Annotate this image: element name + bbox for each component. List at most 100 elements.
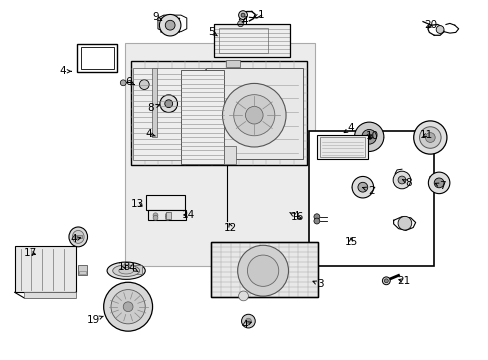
Circle shape bbox=[153, 213, 158, 218]
Bar bbox=[131, 61, 306, 165]
Bar bbox=[147, 210, 185, 220]
Text: 14: 14 bbox=[181, 210, 195, 220]
Circle shape bbox=[392, 171, 410, 189]
Bar bbox=[206, 68, 303, 159]
Circle shape bbox=[165, 20, 175, 30]
Circle shape bbox=[427, 172, 449, 194]
Circle shape bbox=[366, 134, 371, 140]
Circle shape bbox=[245, 107, 263, 124]
Circle shape bbox=[123, 302, 133, 312]
Bar bbox=[428, 176, 434, 186]
Text: 20: 20 bbox=[424, 20, 437, 30]
Text: 4: 4 bbox=[128, 263, 138, 273]
Text: 21: 21 bbox=[396, 276, 409, 286]
Bar bbox=[419, 130, 426, 145]
Bar bbox=[124, 43, 315, 266]
Circle shape bbox=[111, 289, 145, 324]
Circle shape bbox=[153, 215, 158, 220]
Circle shape bbox=[237, 245, 288, 296]
Circle shape bbox=[237, 21, 243, 27]
Text: 6: 6 bbox=[124, 77, 134, 87]
Circle shape bbox=[241, 13, 244, 17]
Text: 1: 1 bbox=[254, 10, 264, 20]
Circle shape bbox=[435, 26, 443, 33]
Text: 11: 11 bbox=[419, 130, 432, 140]
Circle shape bbox=[384, 279, 387, 283]
Ellipse shape bbox=[72, 230, 84, 243]
Circle shape bbox=[247, 255, 278, 286]
Text: 4: 4 bbox=[59, 66, 71, 76]
Text: 4: 4 bbox=[241, 16, 247, 26]
Text: 17: 17 bbox=[23, 248, 37, 258]
Bar bbox=[316, 135, 367, 159]
Bar bbox=[225, 60, 239, 67]
Bar bbox=[211, 242, 317, 297]
Text: 4: 4 bbox=[70, 234, 81, 244]
Bar bbox=[151, 68, 157, 137]
Circle shape bbox=[139, 80, 149, 90]
Circle shape bbox=[357, 182, 367, 192]
Circle shape bbox=[238, 11, 247, 19]
Circle shape bbox=[397, 176, 405, 184]
Ellipse shape bbox=[119, 267, 133, 274]
Text: 15: 15 bbox=[344, 237, 357, 247]
Bar bbox=[308, 131, 433, 266]
Bar bbox=[145, 195, 184, 210]
Bar bbox=[219, 28, 267, 53]
Circle shape bbox=[419, 127, 440, 148]
Bar bbox=[24, 292, 76, 298]
Text: 16: 16 bbox=[290, 212, 304, 222]
Circle shape bbox=[159, 14, 181, 36]
Bar bbox=[15, 246, 76, 292]
Circle shape bbox=[165, 213, 170, 218]
Text: 9: 9 bbox=[152, 12, 162, 22]
Text: 7: 7 bbox=[434, 181, 445, 192]
Text: 3: 3 bbox=[312, 279, 323, 289]
Circle shape bbox=[222, 84, 285, 147]
Circle shape bbox=[433, 178, 443, 188]
Bar bbox=[74, 235, 81, 238]
Bar bbox=[181, 70, 224, 164]
Text: 4: 4 bbox=[344, 123, 354, 133]
Bar bbox=[166, 212, 171, 219]
Text: 5: 5 bbox=[207, 27, 217, 37]
Text: 10: 10 bbox=[366, 131, 378, 141]
Circle shape bbox=[238, 291, 248, 301]
Text: 12: 12 bbox=[224, 222, 237, 233]
Circle shape bbox=[425, 132, 434, 143]
Text: 4: 4 bbox=[289, 211, 299, 221]
Circle shape bbox=[397, 216, 411, 230]
Bar bbox=[214, 24, 289, 57]
Bar bbox=[211, 242, 317, 297]
Circle shape bbox=[313, 214, 319, 220]
Bar bbox=[77, 44, 117, 72]
Text: 8: 8 bbox=[147, 103, 159, 113]
Bar bbox=[224, 146, 236, 164]
Bar bbox=[320, 137, 365, 157]
Text: 4: 4 bbox=[145, 129, 155, 139]
Text: 13: 13 bbox=[131, 199, 144, 210]
Circle shape bbox=[241, 314, 255, 328]
Circle shape bbox=[351, 176, 373, 198]
Circle shape bbox=[233, 95, 274, 136]
Bar bbox=[78, 265, 87, 275]
Circle shape bbox=[382, 277, 389, 285]
Text: 19: 19 bbox=[87, 315, 103, 325]
Circle shape bbox=[164, 100, 172, 108]
Text: 4: 4 bbox=[241, 320, 251, 330]
Bar bbox=[134, 265, 142, 274]
Bar bbox=[133, 68, 205, 160]
Text: 8: 8 bbox=[402, 178, 411, 188]
Text: 18: 18 bbox=[118, 262, 131, 272]
Ellipse shape bbox=[69, 227, 87, 247]
Circle shape bbox=[120, 80, 126, 86]
Circle shape bbox=[313, 218, 319, 224]
Circle shape bbox=[361, 130, 376, 144]
Circle shape bbox=[165, 215, 170, 220]
Text: 2: 2 bbox=[362, 186, 374, 196]
Circle shape bbox=[103, 282, 152, 331]
Ellipse shape bbox=[112, 265, 140, 276]
Bar bbox=[81, 47, 114, 69]
Circle shape bbox=[160, 95, 177, 112]
Circle shape bbox=[354, 122, 383, 152]
